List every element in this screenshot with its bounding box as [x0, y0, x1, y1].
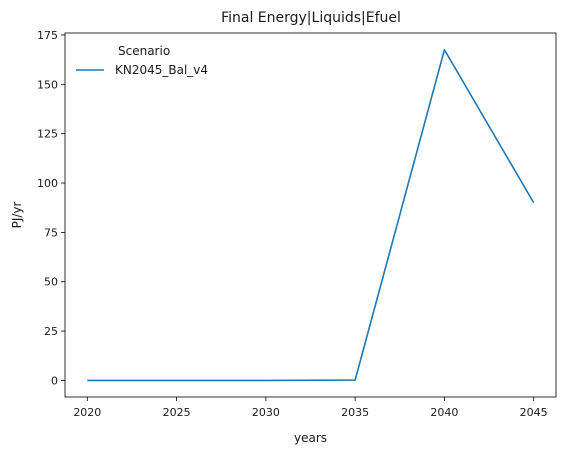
chart-title: Final Energy|Liquids|Efuel — [221, 10, 401, 26]
y-tick-label: 150 — [37, 78, 58, 91]
y-axis-label: PJ/yr — [10, 202, 24, 229]
y-axis: 0 25 50 75 100 125 150 175 — [37, 29, 65, 387]
x-tick-label: 2040 — [430, 406, 458, 419]
series-line — [87, 48, 535, 382]
y-tick-label: 125 — [37, 128, 58, 141]
y-tick-label: 100 — [37, 177, 58, 190]
x-tick-label: 2030 — [252, 406, 280, 419]
x-axis: 2020 2025 2030 2035 2040 2045 — [73, 397, 548, 419]
y-tick-label: 0 — [51, 374, 58, 387]
y-tick-label: 75 — [44, 226, 58, 239]
plot-frame — [64, 32, 557, 398]
series-layer — [87, 48, 535, 382]
legend-title: Scenario — [118, 44, 170, 58]
y-tick-label: 175 — [37, 29, 58, 42]
legend: Scenario KN2045_Bal_v4 — [76, 44, 208, 77]
x-axis-label: years — [294, 431, 327, 445]
y-tick-label: 25 — [44, 325, 58, 338]
x-tick-label: 2025 — [163, 406, 191, 419]
x-tick-label: 2035 — [341, 406, 369, 419]
y-tick-label: 50 — [44, 276, 58, 289]
legend-entries: KN2045_Bal_v4 — [76, 63, 208, 77]
legend-label: KN2045_Bal_v4 — [115, 63, 208, 77]
x-tick-label: 2045 — [520, 406, 548, 419]
x-tick-label: 2020 — [73, 406, 101, 419]
